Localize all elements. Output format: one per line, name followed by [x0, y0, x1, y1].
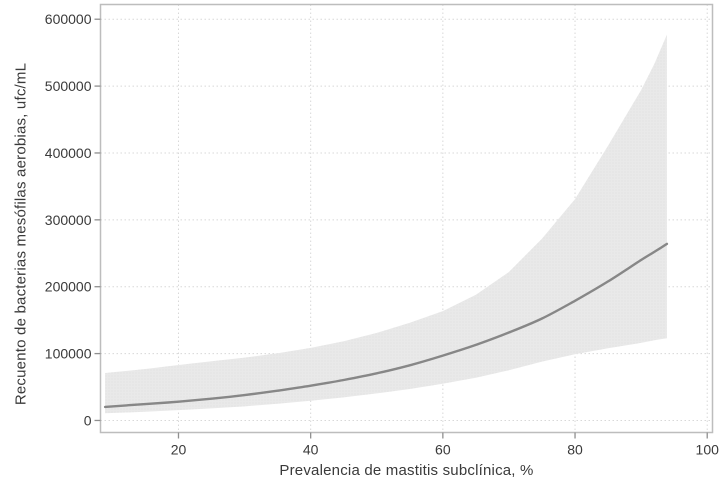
- confidence-band: [105, 34, 667, 414]
- x-tick-label: 60: [435, 442, 451, 458]
- predicted-mean-line: [103, 242, 669, 409]
- plot-frame: [99, 3, 714, 434]
- x-tick-label: 40: [303, 442, 319, 458]
- y-tick-label: 500000: [45, 78, 92, 94]
- x-axis-title: Prevalencia de mastitis subclínica, %: [279, 462, 534, 479]
- x-tick-label: 20: [171, 442, 187, 458]
- y-axis-title: Recuento de bacterias mesófilas aerobias…: [12, 62, 30, 406]
- y-tick-label: 400000: [45, 145, 92, 161]
- x-tick-label: 100: [696, 442, 720, 458]
- y-tick-label: 600000: [45, 11, 92, 27]
- y-tick-label: 0: [84, 412, 92, 428]
- y-tick-label: 100000: [45, 346, 92, 362]
- y-tick-label: 300000: [45, 212, 92, 228]
- x-tick-label: 80: [567, 442, 583, 458]
- y-tick-label: 200000: [45, 279, 92, 295]
